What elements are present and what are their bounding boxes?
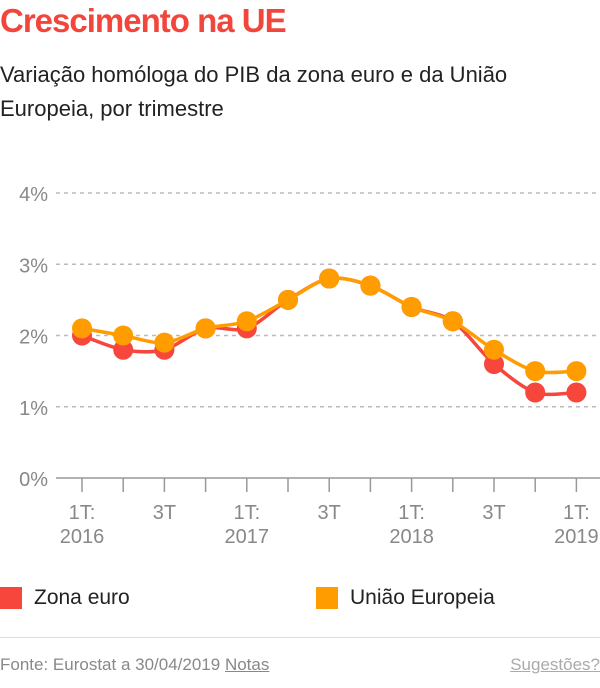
data-point [442,311,463,332]
y-tick-label: 3% [19,255,48,277]
data-point [319,268,340,289]
legend-item-zona-euro: Zona euro [0,586,130,610]
data-point [401,297,422,317]
divider [0,637,600,638]
data-point [360,275,381,296]
y-tick-label: 1% [19,398,48,420]
x-tick-label: 2018 [389,526,434,548]
x-tick-label: 3T [482,502,505,524]
x-tick-label: 3T [153,502,176,524]
data-point [525,382,546,403]
y-tick-label: 0% [19,469,48,491]
data-point [484,354,504,374]
notes-link[interactable]: Notas [224,655,270,674]
legend-item-uniao-europeia: União Europeia [316,586,495,610]
data-point [566,361,587,382]
y-tick-label: 2% [19,327,48,349]
y-tick-label: 4% [19,184,48,206]
legend-swatch [316,587,338,609]
source-text: Fonte: Eurostat a 30/04/2019 [0,655,221,674]
chart-title: Crescimento na UE [0,2,287,39]
data-point [72,318,92,339]
footer-source-line: Fonte: Eurostat a 30/04/2019 Notas [0,655,269,675]
suggestions-link[interactable]: Sugestões? [510,655,600,674]
x-tick-label: 1T: [69,502,96,524]
chart-subtitle: Variação homóloga do PIB da zona euro e … [0,62,508,121]
x-tick-label: 3T [318,502,341,524]
data-point [113,325,134,346]
data-point [236,311,257,332]
legend-swatch [0,587,22,609]
legend-label: União Europeia [350,586,495,609]
x-tick-label: 2019 [554,526,599,548]
x-tick-label: 1T: [563,502,590,524]
data-point [566,382,587,403]
data-point [525,361,546,382]
data-point [484,339,504,360]
x-tick-label: 2017 [225,526,270,548]
data-point [154,332,175,353]
x-tick-label: 2016 [60,526,105,548]
data-point [113,339,134,360]
data-point [278,289,298,310]
legend-label: Zona euro [34,586,130,609]
x-tick-label: 1T: [233,502,260,524]
data-point [195,318,216,339]
x-tick-label: 1T: [398,502,425,524]
